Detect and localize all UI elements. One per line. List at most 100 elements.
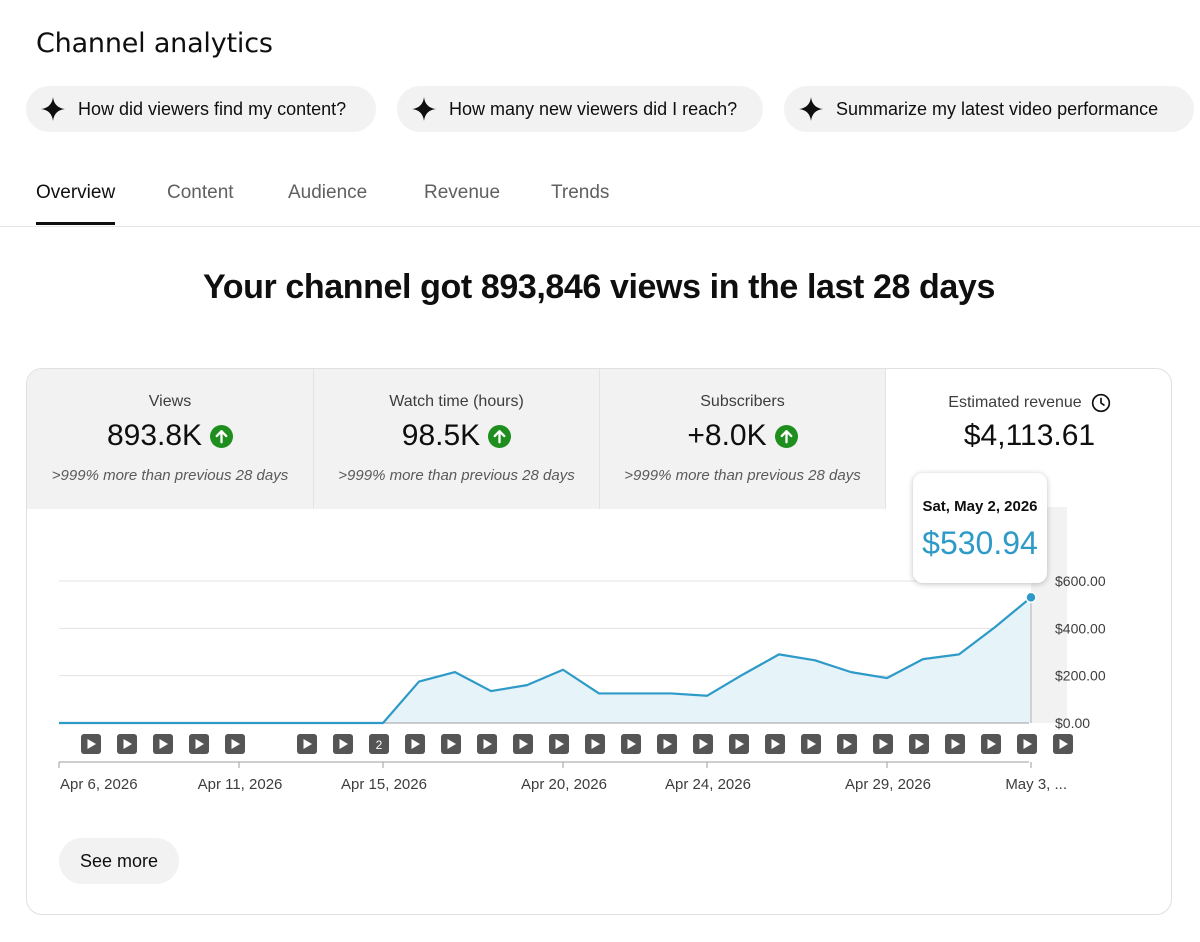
y-tick-label: $200.00: [1055, 668, 1106, 684]
tab-revenue[interactable]: Revenue: [424, 182, 501, 203]
video-upload-marker[interactable]: [81, 734, 101, 754]
tab-trends[interactable]: Trends: [551, 182, 610, 203]
chip-viewer-sources[interactable]: How did viewers find my content?: [26, 86, 376, 132]
play-icon: [1023, 739, 1032, 749]
metric-change: >999% more than previous 28 days: [624, 467, 861, 484]
video-upload-marker[interactable]: [945, 734, 965, 754]
tab-audience[interactable]: Audience: [288, 182, 368, 203]
views-headline: Your channel got 893,846 views in the la…: [203, 268, 995, 306]
metric-watch-time[interactable]: Watch time (hours) 98.5K >999% more than…: [314, 369, 600, 509]
metric-change: >999% more than previous 28 days: [51, 467, 289, 484]
trend-up-icon: [774, 424, 798, 448]
tooltip-value: $530.94: [922, 525, 1038, 561]
sparkle-icon: [799, 97, 823, 121]
video-upload-marker[interactable]: [981, 734, 1001, 754]
chip-label: Summarize my latest video performance: [836, 98, 1159, 119]
video-upload-marker[interactable]: [189, 734, 209, 754]
metric-value: $4,113.61: [963, 419, 1096, 452]
x-tick-label: Apr 15, 2026: [341, 776, 427, 793]
video-upload-marker[interactable]: [441, 734, 461, 754]
revenue-chart: $0.00 $200.00 $400.00 $600.00 2 Apr 6, 2026 Ap…: [58, 507, 1106, 793]
metric-label: Subscribers: [700, 393, 785, 410]
video-upload-marker[interactable]: [837, 734, 857, 754]
video-upload-marker[interactable]: [657, 734, 677, 754]
play-icon: [591, 739, 600, 749]
video-upload-marker[interactable]: [117, 734, 137, 754]
play-icon: [915, 739, 924, 749]
sparkle-icon: [412, 97, 436, 121]
play-icon: [627, 739, 636, 749]
metric-views[interactable]: Views 893.8K >999% more than previous 28…: [27, 369, 314, 509]
play-icon: [987, 739, 996, 749]
play-icon: [771, 739, 780, 749]
sparkle-icon: [41, 97, 65, 121]
x-tick-label: Apr 6, 2026: [60, 776, 138, 793]
x-tick-label: Apr 29, 2026: [845, 776, 931, 793]
video-upload-marker[interactable]: [333, 734, 353, 754]
video-upload-marker[interactable]: [225, 734, 245, 754]
video-upload-marker[interactable]: [729, 734, 749, 754]
chart-tooltip: Sat, May 2, 2026 $530.94: [913, 473, 1047, 583]
metric-value: +8.0K: [687, 419, 767, 452]
play-icon: [87, 739, 96, 749]
tab-content[interactable]: Content: [167, 182, 234, 203]
video-upload-marker[interactable]: [909, 734, 929, 754]
metric-value: 98.5K: [401, 419, 481, 452]
video-upload-marker[interactable]: [621, 734, 641, 754]
metric-value: 893.8K: [106, 419, 203, 452]
marker-count: 2: [376, 738, 383, 752]
video-upload-marker[interactable]: [765, 734, 785, 754]
video-upload-marker[interactable]: [1017, 734, 1037, 754]
y-tick-label: $400.00: [1055, 620, 1106, 636]
play-icon: [807, 739, 816, 749]
y-tick-label: $600.00: [1055, 573, 1106, 589]
chip-summarize-latest[interactable]: Summarize my latest video performance: [784, 86, 1194, 132]
y-tick-label: $0.00: [1055, 715, 1090, 731]
metric-change: >999% more than previous 28 days: [338, 467, 575, 484]
play-icon: [699, 739, 708, 749]
page-title: Channel analytics: [36, 28, 273, 59]
video-upload-marker[interactable]: [1053, 734, 1073, 754]
play-icon: [879, 739, 888, 749]
play-icon: [519, 739, 528, 749]
play-icon: [483, 739, 492, 749]
active-tab-indicator: [36, 222, 115, 225]
video-upload-marker[interactable]: [477, 734, 497, 754]
play-icon: [303, 739, 312, 749]
play-icon: [123, 739, 132, 749]
video-upload-marker[interactable]: [405, 734, 425, 754]
play-icon: [411, 739, 420, 749]
chip-label: How many new viewers did I reach?: [449, 98, 738, 119]
video-upload-marker[interactable]: [585, 734, 605, 754]
play-icon: [951, 739, 960, 749]
marker-box: [369, 734, 389, 754]
x-tick-label: Apr 11, 2026: [198, 776, 283, 793]
metric-label: Views: [148, 393, 192, 410]
metric-subscribers[interactable]: Subscribers +8.0K >999% more than previo…: [600, 369, 886, 509]
metric-label: Estimated revenue: [948, 394, 1082, 411]
play-icon: [339, 739, 348, 749]
video-upload-marker[interactable]: [549, 734, 569, 754]
video-upload-marker[interactable]: [693, 734, 713, 754]
clock-icon[interactable]: [1091, 393, 1111, 413]
overview-card: $0.00 $200.00 $400.00 $600.00 2 Apr 6, 2026 Ap…: [26, 368, 1172, 915]
series-line: [59, 596, 1032, 725]
video-upload-marker[interactable]: [153, 734, 173, 754]
video-upload-marker[interactable]: [801, 734, 821, 754]
tab-overview[interactable]: Overview: [36, 182, 116, 203]
video-upload-marker[interactable]: [513, 734, 533, 754]
chip-new-viewers[interactable]: How many new viewers did I reach?: [397, 86, 763, 132]
data-point[interactable]: [1025, 591, 1037, 604]
chip-label: How did viewers find my content?: [78, 98, 347, 119]
video-upload-marker[interactable]: [297, 734, 317, 754]
x-tick-label: Apr 20, 2026: [521, 776, 607, 793]
video-upload-marker[interactable]: 2: [369, 734, 389, 754]
metric-estimated-revenue[interactable]: Estimated revenue $4,113.61: [886, 369, 1171, 509]
play-icon: [447, 739, 456, 749]
trend-up-icon: [210, 424, 234, 448]
play-icon: [843, 739, 852, 749]
video-upload-marker[interactable]: [873, 734, 893, 754]
metric-label: Watch time (hours): [389, 393, 524, 410]
see-more-button[interactable]: See more: [59, 838, 179, 884]
area-fill: [59, 597, 1031, 723]
